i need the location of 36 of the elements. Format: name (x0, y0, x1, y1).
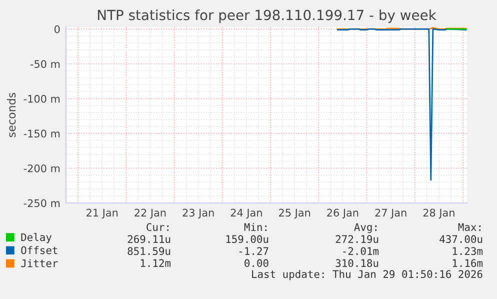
text: 1.12m (140, 259, 171, 267)
x-tick-label: 25 Jan (279, 208, 310, 219)
y-tick-label: -50 m (30, 60, 60, 68)
text: -2.01m (343, 247, 379, 256)
chart-title: NTP statistics for peer 198.110.199.17 - by week (98, 10, 436, 23)
y-tick-label: -250 m (24, 199, 60, 208)
text: Last update: Thu Jan 29 01:50:16 2026 (252, 270, 482, 280)
y-axis-title: seconds (7, 92, 16, 138)
x-tick-label: 26 Jan (327, 208, 358, 219)
text: 159.00u (226, 235, 268, 244)
text: 851.59u (128, 247, 170, 256)
y-tick-label: 0 (54, 25, 60, 34)
text: 1.23m (452, 247, 483, 256)
legend-label: Delay (21, 233, 52, 244)
text: Cur: (146, 223, 168, 232)
text: Avg: (354, 223, 376, 234)
text: -1.27 (239, 247, 268, 255)
y-tick-label: -200 m (24, 164, 60, 172)
x-tick-label: 24 Jan (230, 208, 262, 219)
text: 0.00 (244, 259, 268, 268)
legend-label: Offset (21, 246, 58, 254)
text: 1.16m (452, 259, 483, 268)
text: 269.11u (128, 235, 170, 244)
text: 272.19u (336, 235, 378, 244)
x-tick-label: 21 Jan (86, 208, 118, 219)
text: 437.00u (440, 235, 482, 244)
x-tick-label: 22 Jan (134, 208, 166, 219)
y-tick-label: -100 m (24, 94, 60, 103)
y-tick-label: -150 m (24, 130, 60, 138)
text: Min: (244, 222, 266, 231)
x-tick-label: 27 Jan (375, 208, 406, 219)
x-tick-label: 28 Jan (423, 208, 454, 219)
x-tick-label: 23 Jan (182, 208, 214, 219)
text: Max: (458, 223, 480, 232)
text: 310.18u (336, 259, 378, 268)
legend-label: Jitter (21, 259, 58, 268)
